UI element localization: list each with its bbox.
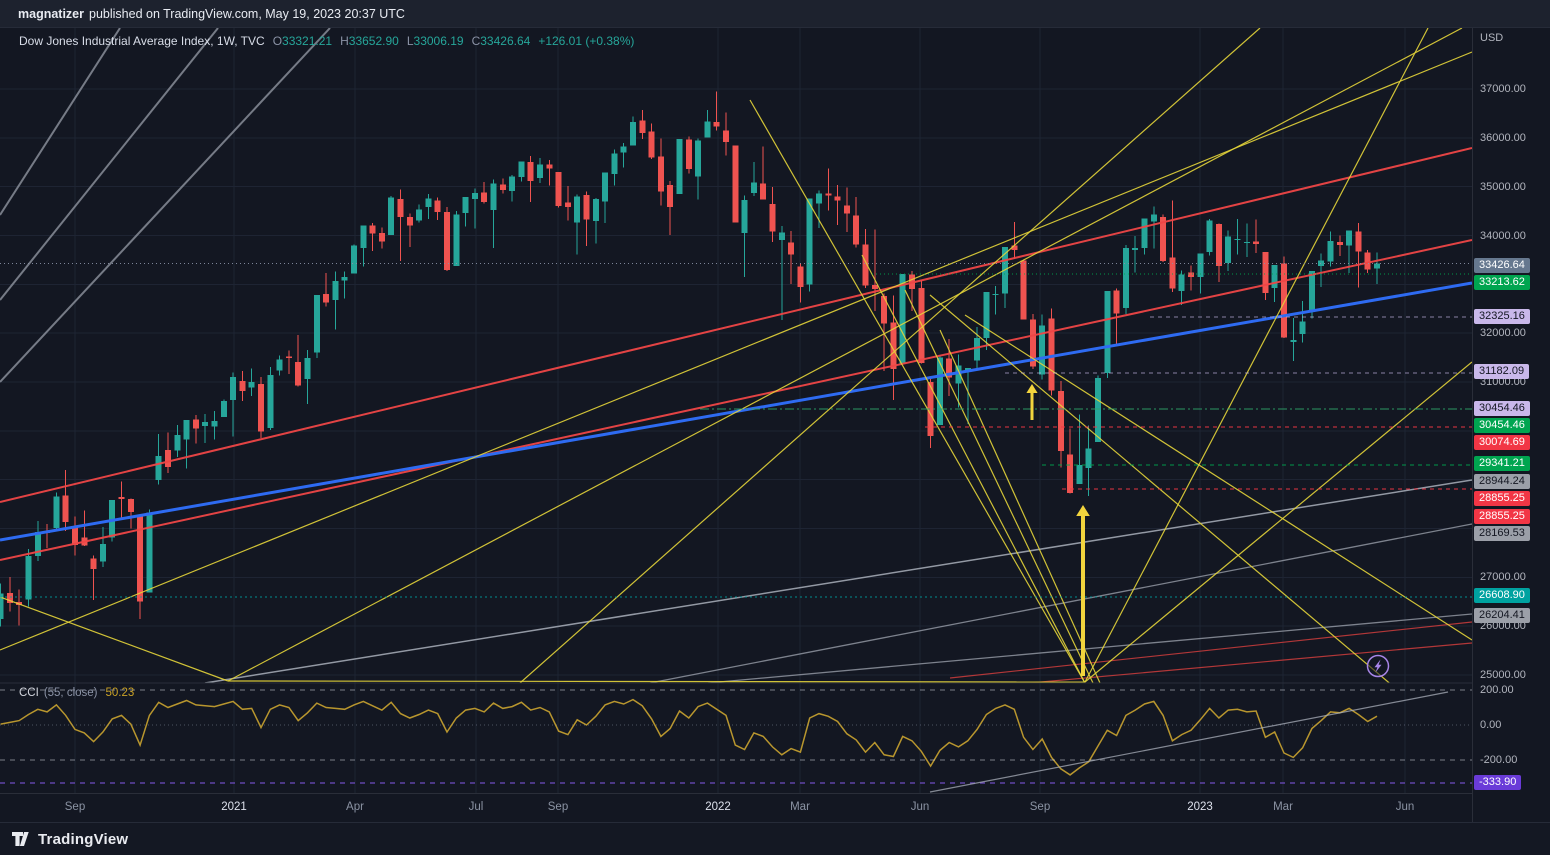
price-axis-label: 25000.00 [1480,669,1526,681]
time-axis-label: Apr [346,801,364,813]
price-level-badge: 33213.62 [1474,275,1530,290]
trend-line [1084,361,1472,683]
time-axis-label: 2021 [221,801,247,813]
indicator-layer [0,689,1472,784]
price-level-badge: 28855.25 [1474,491,1530,506]
price-axis-label: 37000.00 [1480,83,1526,95]
trend-line [929,294,1391,683]
price-level-badge: 31182.09 [1474,364,1530,379]
trend-line [0,147,1472,503]
trend-line [204,479,1472,683]
trend-line [227,680,1086,683]
high-value: 33652.90 [348,34,399,48]
indicator-value: 50.23 [105,687,135,699]
publisher-name: magnatizer [18,6,84,21]
tradingview-logo-icon[interactable] [12,831,31,847]
indicator-title[interactable]: CCI [19,687,39,699]
price-level-badge: 32325.16 [1474,309,1530,324]
grid-layer [0,28,1472,793]
price-level-badge: 33426.64 [1474,258,1530,273]
lightning-marker[interactable] [1366,654,1390,678]
up-arrow[interactable] [1076,505,1090,676]
indicator-legend[interactable]: CCI (55, close) 50.23 [19,687,134,699]
time-axis-label: Mar [790,801,810,813]
publication-info: published on TradingView.com, May 19, 20… [89,6,405,21]
cci-axis-label: 0.00 [1480,719,1502,731]
trend-line [749,99,1086,683]
drawings-layer [0,28,1472,793]
footer-toolbar: TradingView [0,822,1550,855]
price-axis-label: 32000.00 [1480,327,1526,339]
time-axis-label: Sep [547,801,569,813]
close-value: 33426.64 [480,34,531,48]
time-axis-label: Mar [1273,801,1293,813]
brand-name[interactable]: TradingView [38,830,129,848]
change-value: +126.01 (+0.38%) [538,34,635,48]
trend-line [0,28,331,383]
price-level-badge: 26204.41 [1474,608,1530,623]
price-level-badge: 28169.53 [1474,526,1530,541]
low-value: 33006.19 [413,34,464,48]
cci-line [0,698,1378,776]
price-level-badge: 29341.21 [1474,456,1530,471]
price-level-badge: 28855.25 [1474,509,1530,524]
time-axis[interactable]: Sep 2021 Apr Jul Sep 2022 Mar Jun Sep 2023 Mar Jun [0,793,1472,823]
price-axis[interactable]: USD 37000.00 36000.00 35000.00 34000.00 3200… [1472,28,1550,822]
trend-line [519,28,1261,683]
trend-line [227,28,1463,682]
time-axis-label: Jun [1395,801,1415,813]
up-arrow[interactable] [1026,384,1038,420]
price-axis-label: 36000.00 [1480,132,1526,144]
time-axis-label: 2022 [705,801,731,813]
symbol-title[interactable]: Dow Jones Industrial Average Index, 1W, … [19,34,265,48]
trend-line [0,51,1472,651]
time-axis-label: Jul [468,801,484,813]
price-level-badge: 26608.90 [1474,588,1530,603]
trend-line [0,28,121,216]
price-level-badge: 30454.46 [1474,401,1530,416]
price-level-badge: 30454.46 [1474,418,1530,433]
trend-line [0,239,1472,561]
time-axis-label: Jun [910,801,930,813]
close-label: C [471,34,481,48]
time-axis-label: 2023 [1187,801,1213,813]
cci-level-badge: -333.90 [1474,775,1522,790]
trend-line [929,691,1449,793]
trend-line [1029,642,1472,683]
cci-axis-label: -200.00 [1480,754,1518,766]
price-level-badge: 30074.69 [1474,435,1530,450]
high-label: H [340,34,349,48]
attribution-bar: magnatizer published on TradingView.com,… [0,0,1550,28]
trend-line [949,621,1472,679]
price-axis-label: 27000.00 [1480,571,1526,583]
trend-line [964,314,1472,641]
open-label: O [272,34,283,48]
candles-layer [0,91,1380,627]
trend-line [904,289,1094,683]
indicator-params: (55, close) [43,687,98,699]
price-axis-label: 34000.00 [1480,230,1526,242]
trend-line [1084,28,1429,683]
trend-line [939,329,1101,683]
open-value: 33321.21 [282,34,333,48]
low-label: L [406,34,414,48]
time-axis-label: Sep [64,801,86,813]
price-axis-label: 26000.00 [1480,620,1526,632]
price-level-badge: 28944.24 [1474,474,1530,489]
price-axis-label: 35000.00 [1480,181,1526,193]
trend-line [861,254,1086,683]
trend-line [0,28,219,301]
trend-line [649,523,1472,683]
symbol-legend[interactable]: Dow Jones Industrial Average Index, 1W, … [19,34,634,48]
cci-axis-label: 200.00 [1480,684,1514,696]
trend-line [707,613,1472,683]
trend-line [0,596,229,682]
currency-unit-label: USD [1480,32,1504,44]
time-axis-label: Sep [1029,801,1051,813]
trend-line [0,281,1472,542]
price-axis-label: 31000.00 [1480,376,1526,388]
